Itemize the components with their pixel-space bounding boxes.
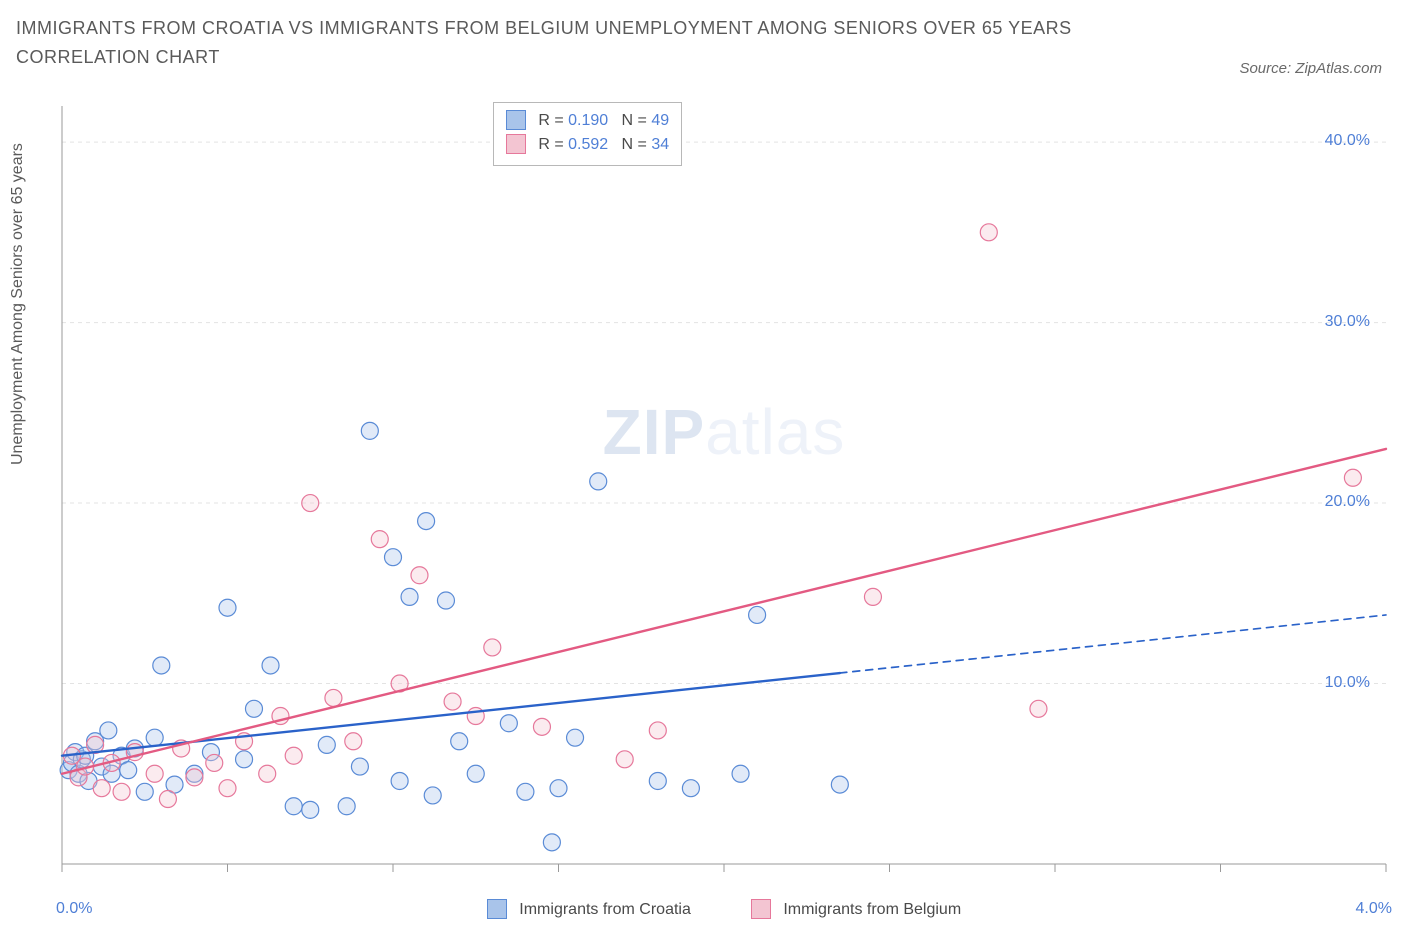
legend-label-croatia: Immigrants from Croatia bbox=[519, 901, 691, 918]
chart-title: IMMIGRANTS FROM CROATIA VS IMMIGRANTS FR… bbox=[16, 14, 1206, 72]
x-max-label: 4.0% bbox=[1356, 900, 1392, 918]
y-tick-label: 40.0% bbox=[1325, 132, 1370, 150]
x-min-label: 0.0% bbox=[56, 900, 92, 918]
legend-item-croatia: Immigrants from Croatia bbox=[487, 900, 691, 920]
y-tick-label: 30.0% bbox=[1325, 313, 1370, 331]
chart-svg bbox=[56, 100, 1392, 890]
stats-legend-box: R = 0.190 N = 49 R = 0.592 N = 34 bbox=[493, 102, 682, 166]
y-tick-label: 10.0% bbox=[1325, 674, 1370, 692]
chart-plot-area: ZIPatlas R = 0.190 N = 49 R = 0.592 N = … bbox=[56, 100, 1392, 890]
stats-row: R = 0.190 N = 49 bbox=[506, 109, 669, 133]
bottom-legend: 0.0% Immigrants from Croatia Immigrants … bbox=[56, 896, 1392, 924]
legend-swatch-belgium bbox=[751, 899, 771, 919]
y-tick-label: 20.0% bbox=[1325, 493, 1370, 511]
source-label: Source: ZipAtlas.com bbox=[1239, 60, 1382, 77]
legend-item-belgium: Immigrants from Belgium bbox=[751, 900, 961, 920]
y-axis-label: Unemployment Among Seniors over 65 years bbox=[9, 143, 27, 465]
legend-swatch-croatia bbox=[487, 899, 507, 919]
legend-label-belgium: Immigrants from Belgium bbox=[783, 901, 961, 918]
stats-row: R = 0.592 N = 34 bbox=[506, 133, 669, 157]
